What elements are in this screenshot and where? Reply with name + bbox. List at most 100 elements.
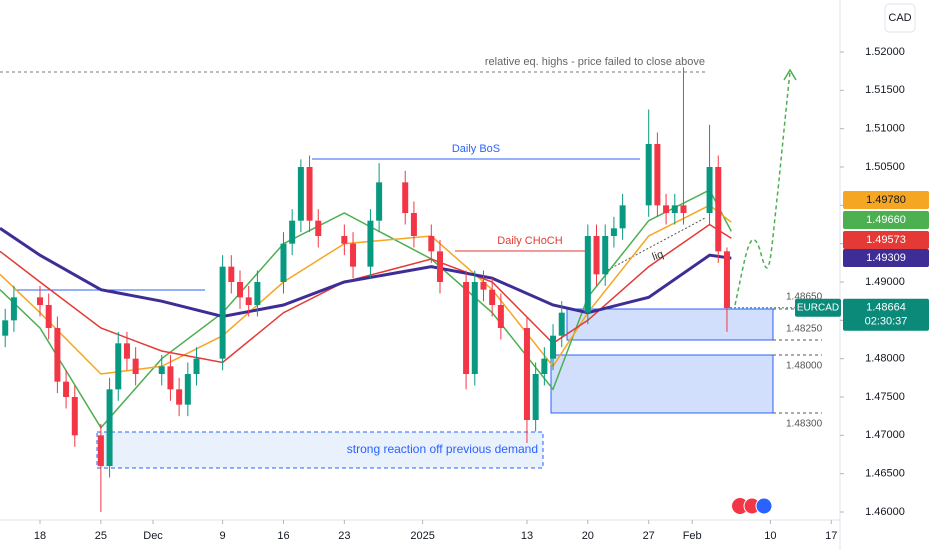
x-tick-label: Feb	[683, 530, 702, 542]
candle-body	[280, 243, 287, 282]
candle-body	[158, 366, 165, 374]
candle-body	[376, 182, 383, 221]
candle-body	[402, 182, 409, 213]
moving-average	[0, 227, 732, 319]
candle-body	[706, 167, 713, 213]
candle-body	[306, 167, 313, 221]
level-label: 1.48250	[786, 324, 823, 335]
candle-body	[123, 343, 130, 359]
candle-body	[654, 144, 661, 206]
level-label: 1.48650	[786, 292, 823, 303]
x-tick-label: 17	[825, 530, 837, 542]
y-tick-label: 1.47500	[865, 391, 905, 403]
x-tick-label: 23	[338, 530, 350, 542]
candle-body	[97, 435, 104, 466]
y-tick-label: 1.49000	[865, 276, 905, 288]
candle-body	[184, 374, 191, 405]
y-tick-label: 1.48000	[865, 353, 905, 365]
price-tag-label: 1.49573	[866, 234, 906, 246]
symbol-label: EURCAD	[797, 302, 839, 313]
x-tick-label: 18	[34, 530, 46, 542]
level-label: 1.48300	[786, 419, 823, 430]
candle-body	[610, 228, 617, 236]
annotation: liq	[651, 248, 665, 263]
candle-body	[176, 389, 183, 405]
candle-body	[645, 144, 652, 206]
currency: CAD	[888, 12, 911, 24]
event-icon	[755, 497, 773, 515]
projection-arrow	[783, 68, 797, 81]
price-tag	[843, 231, 929, 249]
last-price-label: 1.48664	[866, 302, 906, 314]
zone	[566, 308, 774, 341]
annotation: Daily BoS	[452, 143, 500, 155]
annotation: Daily CHoCH	[497, 235, 562, 247]
zone	[550, 354, 774, 414]
candle-body	[558, 312, 565, 336]
x-tick-label: 10	[764, 530, 776, 542]
candle-body	[350, 243, 357, 267]
countdown: 02:30:37	[865, 316, 908, 328]
candle-body	[602, 236, 609, 275]
demand-zone	[96, 431, 544, 469]
candle-body	[254, 282, 261, 305]
candle-body	[715, 167, 722, 252]
candle-body	[480, 282, 487, 290]
candle-body	[45, 305, 52, 328]
candle-body	[2, 320, 9, 336]
candle-body	[489, 289, 496, 305]
candle-body	[680, 205, 687, 213]
candle-body	[289, 220, 296, 244]
x-tick-label: 20	[582, 530, 594, 542]
event-icon	[732, 498, 748, 514]
candle-body	[245, 297, 252, 305]
x-tick-label: 13	[521, 530, 533, 542]
x-tick-label: 16	[277, 530, 289, 542]
candle-body	[54, 328, 61, 382]
candle-body	[723, 251, 730, 309]
price-tag-label: 1.49780	[866, 194, 906, 206]
y-tick-label: 1.47000	[865, 429, 905, 441]
candle-body	[584, 236, 591, 313]
symbol-tag	[795, 298, 841, 317]
candle-body	[106, 389, 113, 466]
price-tag	[843, 249, 929, 267]
y-tick-label: 1.50500	[865, 161, 905, 173]
price-tag-label: 1.49660	[866, 214, 906, 226]
candle-body	[193, 358, 200, 374]
x-tick-label: 25	[95, 530, 107, 542]
plot	[0, 67, 732, 512]
candle-body	[593, 236, 600, 275]
projection	[734, 71, 791, 306]
currency-box	[884, 3, 916, 33]
candle-body	[437, 251, 443, 282]
candle-body	[37, 297, 43, 305]
candle-body	[550, 335, 557, 359]
y-tick-label: 1.51000	[865, 123, 905, 135]
y-tick-label: 1.52000	[865, 46, 905, 58]
price-tag	[843, 191, 929, 209]
y-tick-label: 1.51500	[865, 84, 905, 96]
x-tick-label: 27	[643, 530, 655, 542]
annotation: relative eq. highs - price failed to clo…	[485, 56, 705, 68]
candle-body	[463, 282, 470, 374]
candle-body	[619, 205, 626, 229]
moving-average	[0, 223, 732, 364]
candle-body	[341, 236, 348, 244]
moving-average	[0, 204, 732, 375]
candle-body	[71, 397, 78, 436]
candle-body	[532, 374, 539, 420]
annotation: strong reaction off previous demand	[347, 442, 538, 456]
price-tag	[843, 211, 929, 229]
candle-body	[315, 220, 322, 236]
candle-body	[115, 343, 122, 390]
candle-body	[167, 366, 174, 390]
candle-body	[663, 205, 670, 213]
candle-body	[228, 266, 235, 282]
candle-body	[523, 328, 530, 420]
x-tick-label: 9	[220, 530, 226, 542]
candle-body	[410, 213, 417, 236]
candle-body	[471, 282, 478, 374]
y-tick-label: 1.46000	[865, 506, 905, 518]
